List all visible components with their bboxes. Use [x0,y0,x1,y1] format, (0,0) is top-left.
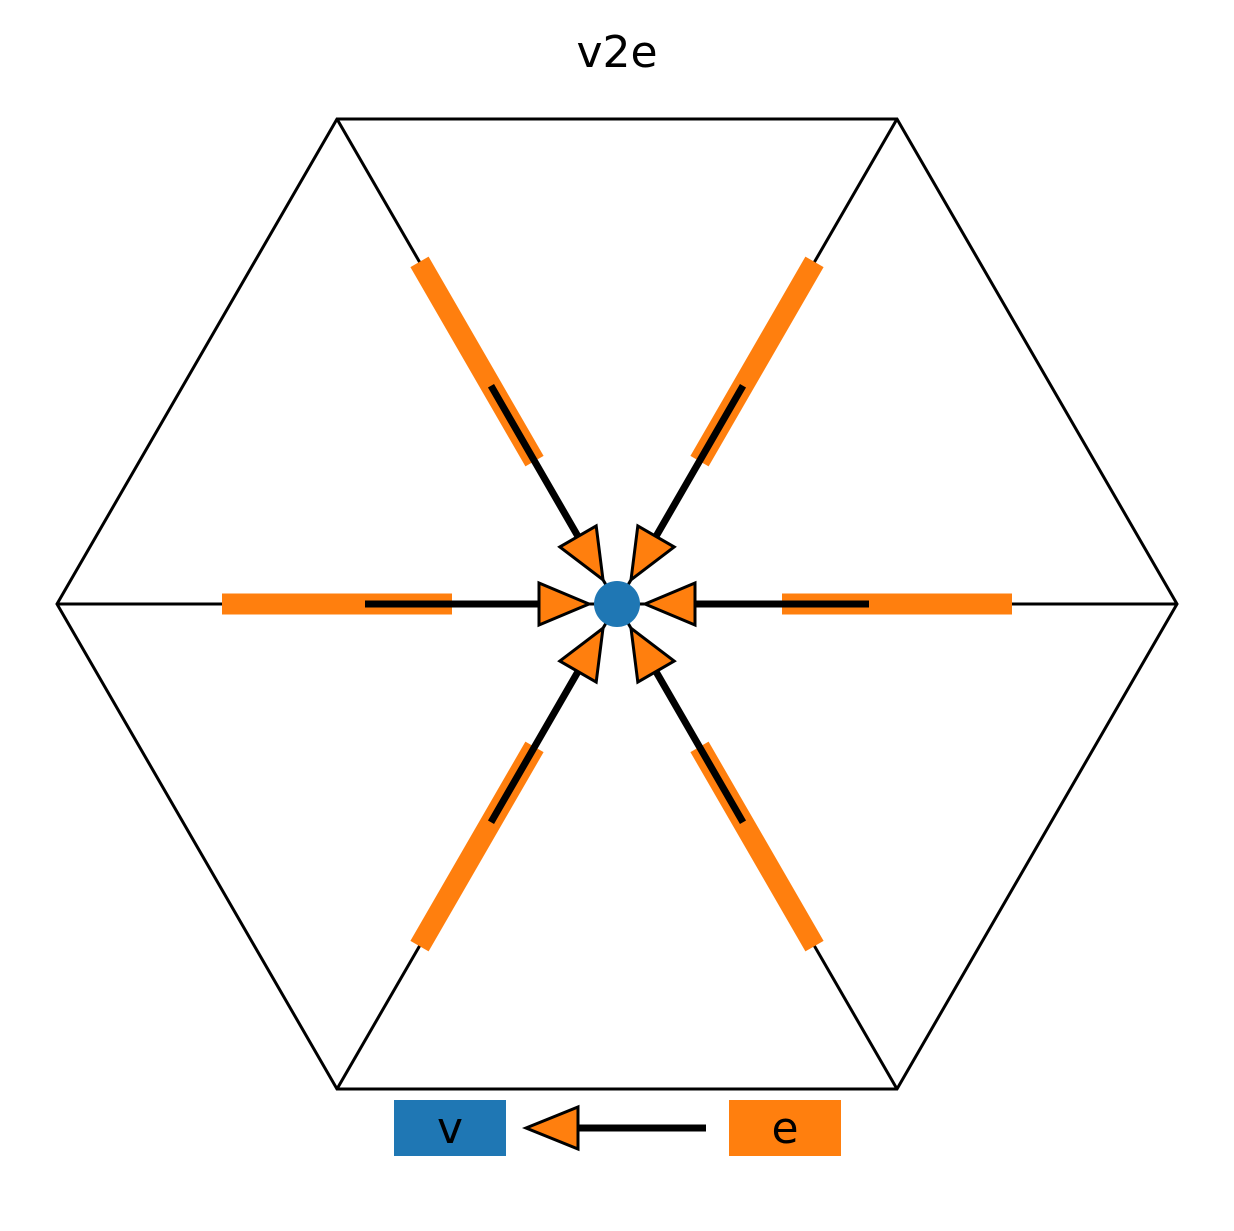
edge-right-arrow-head [641,580,697,628]
edge-left-arrow-head [537,580,593,628]
edge-upper-right-arrow-shaft [650,384,747,542]
legend: v e [394,1100,841,1156]
arrows [365,384,869,824]
legend-e-label: e [771,1103,798,1154]
edge-upper-right-arrow-head [629,523,677,584]
legend-v-label: v [437,1103,463,1154]
diagram-title: v2e [576,27,657,78]
edge-upper-left-arrow-shaft [487,384,584,542]
edge-lower-right-arrow-head [629,624,677,685]
edge-lower-right-arrow-shaft [650,666,747,824]
edge-lower-left-arrow-shaft [487,666,584,824]
legend-arrow-head [521,1104,580,1152]
edge-upper-left-arrow-head [557,523,605,584]
center-vertex [594,581,640,627]
edge-lower-left-arrow-head [557,624,605,685]
legend-e-box [729,1100,841,1156]
legend-v-box [394,1100,506,1156]
